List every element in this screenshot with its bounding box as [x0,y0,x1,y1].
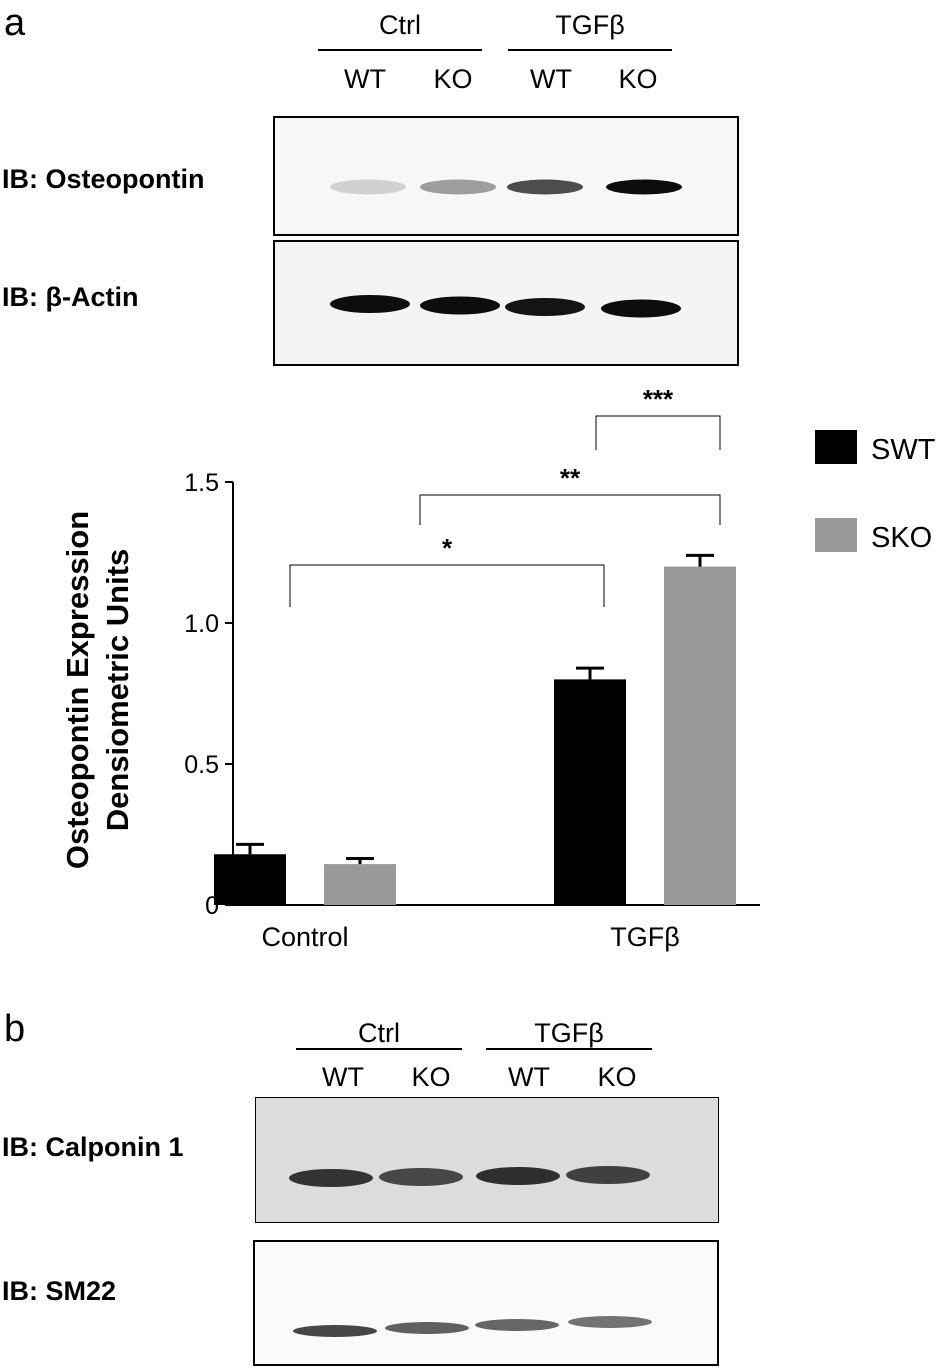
blot-sm22-bands [293,1316,652,1337]
blot-band-2 [420,296,500,315]
bar-swt-control [214,854,286,905]
panel-a-blot-actin [273,240,739,366]
y-tick-label: 0.5 [184,751,219,779]
bar-sko-tgfβ [664,566,736,905]
blot-actin-bands [330,295,681,318]
panel-b-lane-4: KO [597,1062,637,1092]
legend-swatch-swt [815,430,857,464]
blot-band-4 [566,1166,650,1184]
panel-b-blot-label-calponin: IB: Calponin 1 [2,1132,184,1162]
blot-band-3 [505,298,585,316]
panel-a-letter: a [4,2,26,44]
blot-band-1 [330,295,410,313]
panel-a-group-ctrl: Ctrl [379,10,421,40]
panel-b-blot-calponin [255,1097,719,1223]
panel-a-group-tgfb: TGFβ [555,10,625,40]
panel-a-lane-4: KO [618,64,658,94]
blot-band-1 [293,1325,377,1337]
blot-band-2 [379,1168,463,1186]
panel-b-group-tgfb: TGFβ [534,1018,604,1048]
blot-band-4 [568,1316,652,1328]
bar-swt-tgfβ [554,679,626,905]
significance-bracket [595,415,721,450]
y-tick-label: 1.5 [184,469,219,497]
panel-a-group-tgfb-rule [508,49,672,51]
panel-b-group-ctrl: Ctrl [358,1018,400,1048]
significance-label: * [442,533,453,563]
panel-a-lane-2: KO [433,64,473,94]
blot-band-1 [330,179,406,195]
panel-a-blot-label-actin: IB: β-Actin [2,282,139,312]
panel-a-group-ctrl-rule [318,49,482,51]
legend-label-swt: SWT [871,434,936,466]
panel-a-lane-1: WT [344,64,386,94]
blot-calponin-bands [289,1166,650,1187]
blot-band-4 [601,299,681,318]
y-tick-label: 1.0 [184,610,219,638]
legend-swatch-sko [815,518,857,552]
blot-band-3 [475,1319,559,1331]
legend-label-sko: SKO [871,522,932,554]
x-tick-label: TGFβ [610,922,680,952]
panel-b-lane-3: WT [508,1062,550,1092]
significance-bracket [419,494,721,525]
blot-band-2 [420,179,496,195]
y-axis-label-line1: Osteopontin Expression [60,511,95,869]
significance-label: ** [560,463,581,493]
panel-b-lane-1: WT [322,1062,364,1092]
blot-osteopontin-bands [330,179,682,195]
x-tick-label: Control [261,922,348,952]
blot-band-1 [289,1169,373,1187]
panel-b-blot-label-sm22: IB: SM22 [2,1276,117,1306]
panel-b-lane-2: KO [411,1062,451,1092]
panel-b-group-tgfb-rule [486,1048,652,1050]
panel-b-blot-sm22 [253,1240,719,1366]
significance-label: *** [643,384,674,414]
panel-a-blot-osteopontin [273,116,739,236]
y-axis-label-line2: Densiometric Units [100,549,135,832]
bar-sko-control [324,864,396,905]
significance-bracket [289,564,605,607]
panel-a-blot-label-osteopontin: IB: Osteopontin [2,164,205,194]
panel-b-letter: b [4,1008,26,1050]
panel-a-lane-3: WT [530,64,572,94]
blot-band-3 [476,1167,560,1185]
blot-band-2 [385,1322,469,1334]
panel-b-group-ctrl-rule [296,1048,462,1050]
blot-band-3 [507,179,583,195]
blot-band-4 [606,179,682,195]
